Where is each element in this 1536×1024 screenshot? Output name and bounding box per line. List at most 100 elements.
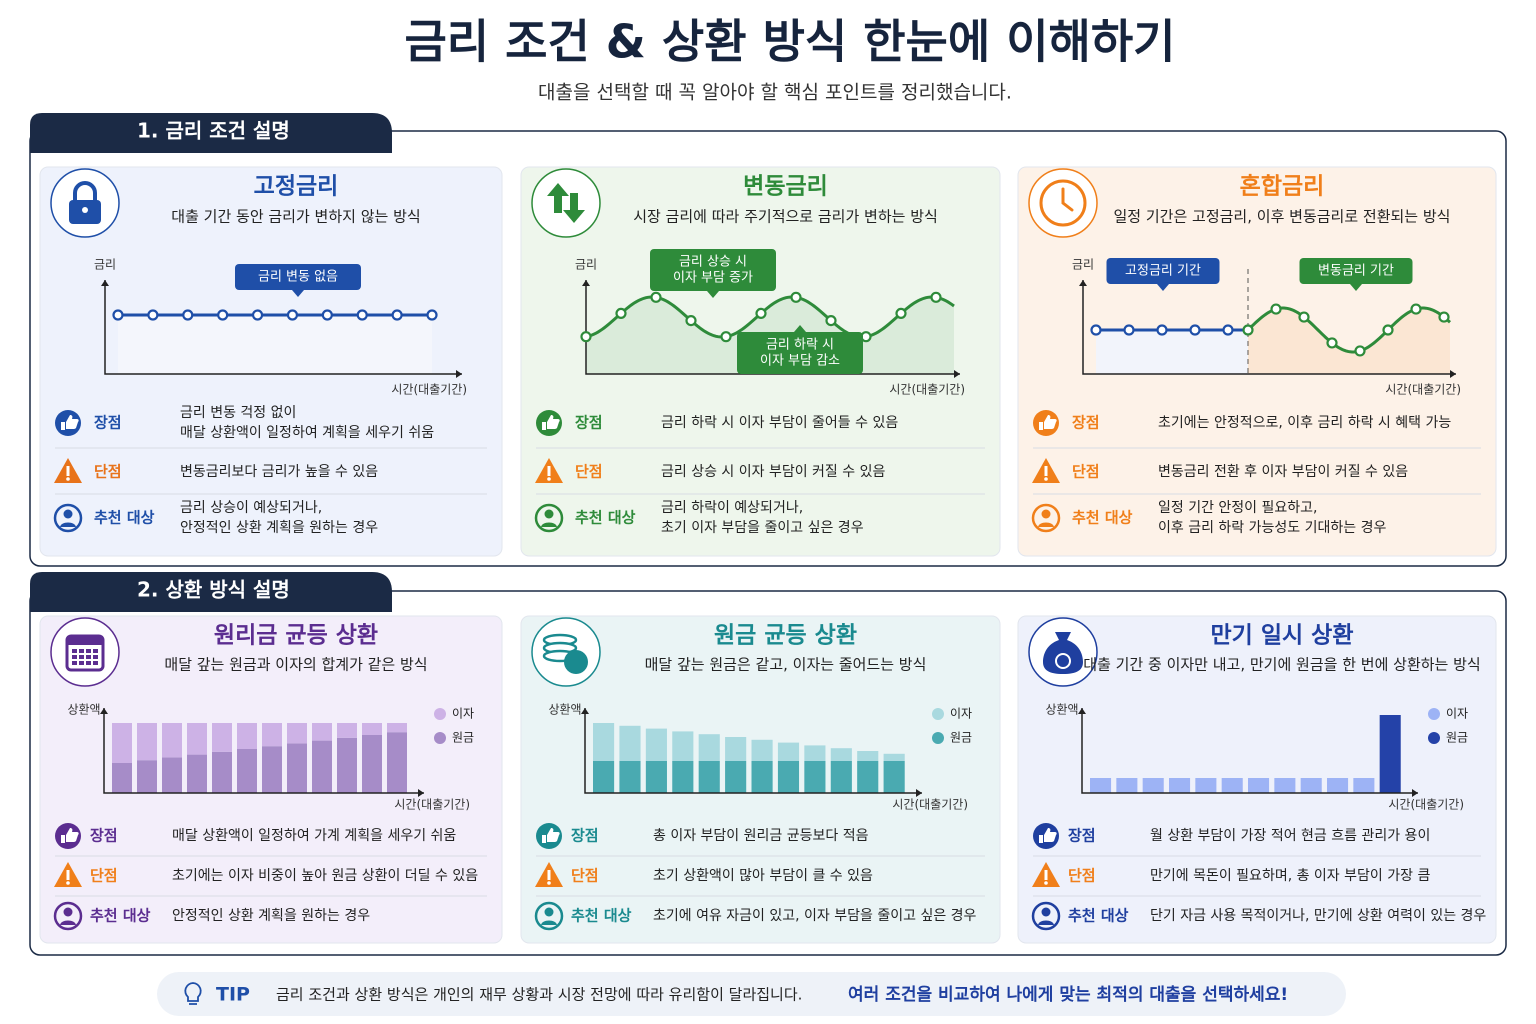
principal-bar bbox=[337, 737, 357, 793]
rate-node bbox=[251, 309, 264, 321]
row-text: 변동금리보다 금리가 높을 수 있음 bbox=[180, 464, 378, 480]
warn-bar bbox=[66, 466, 70, 476]
axis-label: 금리 bbox=[575, 258, 597, 272]
row-text: 안정적인 상환 계획을 원하는 경우 bbox=[180, 520, 378, 536]
calendar-cell bbox=[72, 655, 77, 659]
interest-bar bbox=[1090, 778, 1112, 793]
rate-line bbox=[585, 295, 955, 339]
interest-bar bbox=[112, 723, 132, 763]
principal-bar bbox=[698, 761, 720, 793]
rate-node bbox=[1242, 324, 1254, 336]
card-title: 원금 균등 상환 bbox=[714, 623, 857, 649]
rate-node bbox=[286, 309, 299, 321]
row-text: 변동금리 전환 후 이자 부담이 커질 수 있음 bbox=[1158, 464, 1408, 480]
card-title: 변동금리 bbox=[743, 174, 828, 200]
row-text: 금리 변동 걱정 없이 bbox=[180, 405, 296, 421]
axis-label: 시간(대출기간) bbox=[1388, 798, 1464, 812]
legend-swatch bbox=[434, 732, 446, 744]
interest-bar bbox=[725, 737, 747, 761]
principal-bar bbox=[112, 763, 132, 793]
legend-swatch bbox=[434, 708, 446, 720]
row-text: 총 이자 부담이 원리금 균등보다 적음 bbox=[653, 828, 869, 844]
calendar-cell bbox=[86, 649, 91, 653]
callout-pointer bbox=[1157, 284, 1169, 291]
interest-bar bbox=[1142, 778, 1164, 793]
warn-bar bbox=[547, 466, 551, 476]
chart-area bbox=[1248, 308, 1450, 374]
keyhole bbox=[82, 207, 88, 213]
calendar-cell bbox=[86, 661, 91, 665]
page-subtitle: 대출을 선택할 때 꼭 알아야 할 핵심 포인트를 정리했습니다. bbox=[538, 82, 1012, 104]
coin-front bbox=[564, 650, 588, 674]
callout-text: 금리 변동 없음 bbox=[258, 270, 338, 285]
row-text: 초기 이자 부담을 줄이고 싶은 경우 bbox=[661, 520, 864, 536]
rate-node bbox=[1410, 303, 1422, 315]
warn-dot bbox=[1044, 477, 1048, 481]
interest-bar bbox=[1169, 778, 1191, 793]
axis-label: 상환액 bbox=[67, 703, 100, 717]
thumb-shape bbox=[542, 828, 560, 843]
calendar-cell bbox=[93, 649, 98, 653]
rate-node bbox=[1354, 345, 1366, 357]
thumb-shape bbox=[61, 415, 79, 430]
interest-bar bbox=[777, 742, 800, 761]
row-text: 초기에 여유 자금이 있고, 이자 부담을 줄이고 싶은 경우 bbox=[653, 908, 977, 924]
rate-node bbox=[147, 309, 159, 321]
row-text: 이후 금리 하락 가능성도 기대하는 경우 bbox=[1158, 520, 1386, 536]
callout-box bbox=[235, 264, 361, 290]
row-label: 단점 bbox=[90, 867, 118, 885]
icon-ring bbox=[50, 617, 120, 687]
rate-node bbox=[1270, 303, 1282, 315]
row-label: 장점 bbox=[1068, 827, 1096, 845]
interest-bar bbox=[593, 723, 615, 761]
principal-bar bbox=[619, 761, 641, 793]
principal-bar bbox=[857, 761, 879, 793]
interest-bar bbox=[1116, 778, 1138, 793]
rate-node bbox=[182, 309, 194, 321]
row-label: 장점 bbox=[1072, 414, 1100, 432]
person-head bbox=[63, 907, 73, 917]
principal-bar bbox=[725, 761, 747, 793]
arrow-down bbox=[563, 193, 585, 223]
rate-node bbox=[580, 331, 592, 343]
clock-face bbox=[1039, 179, 1087, 227]
axis-label: 금리 bbox=[1072, 258, 1094, 272]
row-text: 매달 상환액이 일정하여 계획을 세우기 쉬움 bbox=[180, 425, 434, 441]
interest-bar bbox=[1221, 778, 1243, 793]
principal-bar bbox=[312, 740, 332, 793]
warn-bar bbox=[66, 870, 70, 880]
calendar-cell bbox=[93, 655, 98, 659]
target-icon bbox=[53, 901, 83, 931]
page-title: 금리 조건 & 상환 방식 한눈에 이해하기 bbox=[404, 15, 1175, 69]
axis-label: 상환액 bbox=[1045, 703, 1078, 717]
principal-bar bbox=[212, 751, 232, 793]
legend-label: 이자 bbox=[452, 707, 474, 721]
rate-node bbox=[755, 307, 767, 320]
rate-node bbox=[1156, 324, 1168, 336]
card-description: 매달 갚는 원금과 이자의 합계가 같은 방식 bbox=[164, 656, 427, 674]
interest-bar bbox=[830, 748, 852, 761]
row-text: 금리 하락 시 이자 부담이 줄어들 수 있음 bbox=[661, 415, 898, 431]
principal-bar bbox=[593, 761, 615, 793]
row-text: 초기에는 이자 비중이 높아 원금 상환이 더딜 수 있음 bbox=[172, 868, 478, 884]
principal-bar bbox=[645, 761, 667, 793]
interest-bar bbox=[857, 751, 879, 761]
row-text: 매달 상환액이 일정하여 가계 계획을 세우기 쉬움 bbox=[172, 828, 456, 844]
axes bbox=[103, 708, 424, 794]
rate-node bbox=[825, 314, 837, 327]
row-label: 추천 대상 bbox=[90, 907, 151, 925]
row-label: 단점 bbox=[94, 463, 122, 481]
calendar-cell bbox=[79, 649, 84, 653]
axis-label: 시간(대출기간) bbox=[889, 383, 965, 397]
legend-swatch bbox=[932, 732, 944, 744]
card-title: 원리금 균등 상환 bbox=[214, 623, 378, 649]
interest-bar bbox=[1195, 778, 1217, 793]
interest-bar bbox=[312, 723, 332, 741]
callout-text: 금리 하락 시 bbox=[766, 338, 834, 353]
thumb-shape bbox=[61, 828, 79, 843]
axes bbox=[584, 708, 922, 794]
person-head bbox=[1041, 509, 1051, 519]
card-description: 일정 기간은 고정금리, 이후 변동금리로 전환되는 방식 bbox=[1114, 208, 1451, 226]
row-text: 월 상환 부담이 가장 적어 현금 흐름 관리가 용이 bbox=[1150, 828, 1430, 844]
legend-swatch bbox=[1428, 732, 1440, 744]
